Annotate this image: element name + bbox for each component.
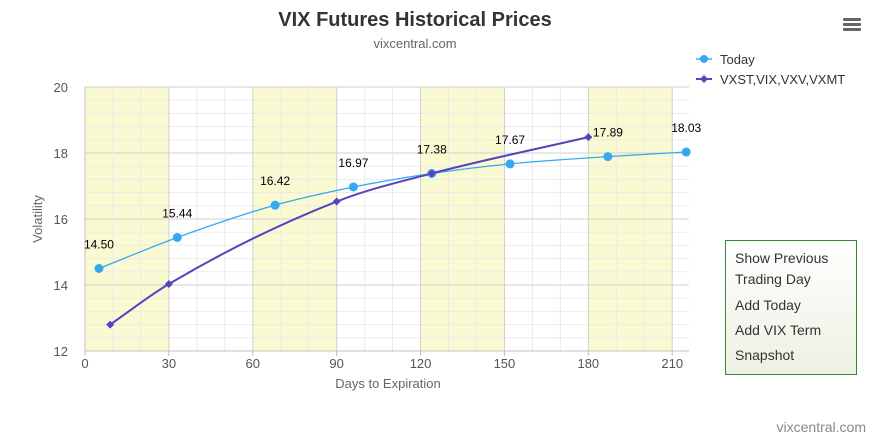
y-tick-label: 18: [54, 146, 68, 161]
data-point-term-structure[interactable]: [332, 197, 341, 206]
y-axis-title: Volatility: [30, 195, 45, 243]
data-point-term-structure[interactable]: [106, 320, 115, 329]
data-label-today: 16.42: [260, 174, 290, 188]
data-point-today[interactable]: [681, 147, 691, 157]
data-label-today: 17.89: [593, 126, 623, 140]
data-point-term-structure[interactable]: [427, 169, 436, 178]
data-label-today: 16.97: [338, 156, 368, 170]
x-tick-label: 0: [81, 356, 88, 371]
data-labels: 14.50 15.44 16.42 16.97 17.38 17.67 17.89 18.03: [84, 121, 702, 251]
credit-link[interactable]: vixcentral.com: [777, 419, 866, 435]
x-tick-label: 90: [329, 356, 343, 371]
data-point-today[interactable]: [94, 264, 104, 273]
data-point-today[interactable]: [172, 232, 182, 242]
chart-title: VIX Futures Historical Prices: [278, 9, 551, 31]
data-point-today[interactable]: [603, 152, 613, 162]
data-point-today[interactable]: [505, 159, 515, 169]
legend-label-term-structure: VXST,VIX,VXV,VXMT: [720, 72, 845, 87]
legend: Today VXST,VIX,VXV,VXMT: [696, 52, 845, 87]
series-layer: [94, 133, 691, 329]
context-menu: Show Previous Trading Day Add Today Add …: [725, 240, 857, 375]
data-label-today: 14.50: [84, 238, 114, 252]
menu-item-add-today[interactable]: Add Today: [735, 297, 801, 313]
legend-item-term-structure[interactable]: VXST,VIX,VXV,VXMT: [696, 72, 845, 87]
y-tick-label: 14: [54, 278, 68, 293]
x-tick-label: 150: [494, 356, 516, 371]
axes: 0 30 60 90 120 150 180 210 12 14 16 18 20: [54, 80, 689, 371]
data-point-term-structure[interactable]: [164, 280, 173, 289]
data-point-today[interactable]: [348, 182, 358, 192]
menu-item-show-previous-trading-day[interactable]: Show Previous Trading Day: [735, 250, 829, 287]
x-tick-label: 60: [246, 356, 260, 371]
y-tick-label: 20: [54, 80, 68, 95]
menu-item-snapshot[interactable]: Snapshot: [735, 347, 795, 363]
legend-item-today[interactable]: Today: [696, 52, 755, 67]
series-line-today: [98, 151, 687, 270]
data-label-today: 18.03: [671, 121, 701, 135]
data-point-term-structure[interactable]: [584, 133, 593, 142]
legend-label-today: Today: [720, 52, 755, 67]
data-label-today: 15.44: [162, 206, 192, 220]
x-axis-title: Days to Expiration: [335, 376, 441, 391]
data-label-today: 17.67: [495, 133, 525, 147]
hamburger-menu-icon[interactable]: [838, 12, 866, 38]
x-tick-label: 120: [410, 356, 432, 371]
data-label-today: 17.38: [417, 142, 447, 156]
data-point-today[interactable]: [270, 200, 280, 210]
chart-subtitle: vixcentral.com: [373, 36, 456, 51]
y-tick-label: 12: [54, 344, 68, 359]
menu-item-add-vix-term[interactable]: Add VIX Term: [735, 322, 822, 338]
x-tick-label: 30: [162, 356, 176, 371]
y-tick-label: 16: [54, 212, 68, 227]
x-tick-label: 210: [661, 356, 683, 371]
x-tick-label: 180: [577, 356, 599, 371]
